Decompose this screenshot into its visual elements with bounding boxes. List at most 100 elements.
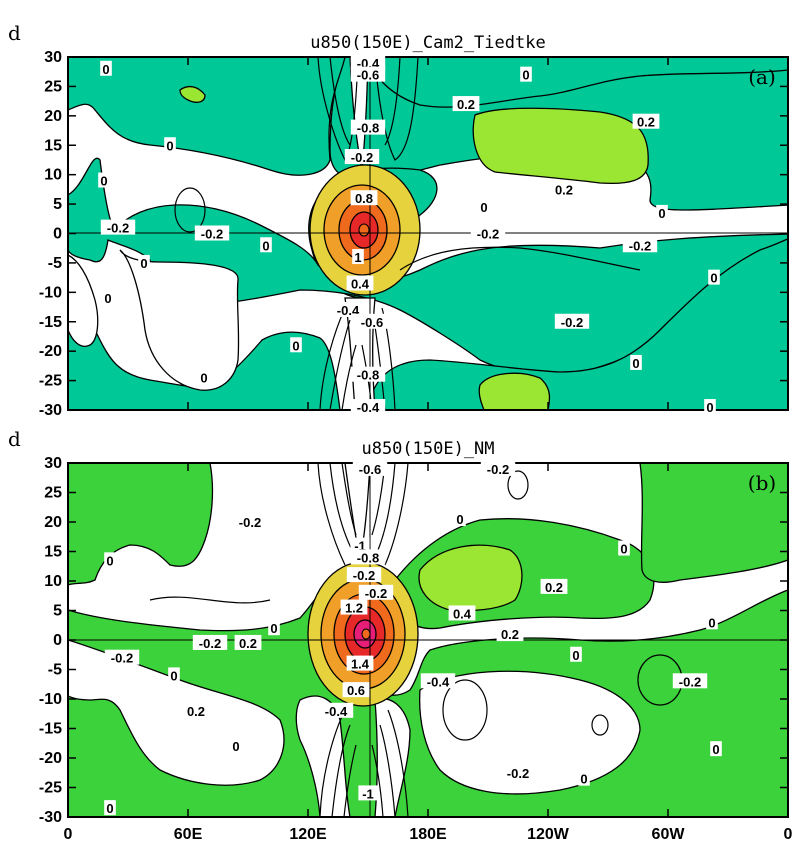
contour-label: 0	[706, 400, 713, 415]
panel-b: d u850(150E)_NM	[8, 427, 793, 843]
contour-label: -0.2	[365, 586, 387, 601]
contour-label: -0.2	[201, 227, 223, 242]
x-tick-label: 120W	[527, 826, 570, 843]
contour-label-bg	[470, 225, 506, 241]
contour-label: 0	[480, 200, 487, 215]
contour-label-bg	[350, 399, 386, 415]
panel-a-y-unit: d	[8, 21, 21, 45]
contour-label: -0.6	[359, 462, 381, 477]
y-tick-label: 10	[44, 573, 62, 590]
y-tick-label: 30	[44, 455, 62, 472]
y-tick-label: -30	[39, 809, 62, 826]
panel-b-cutout-0	[68, 639, 285, 786]
contour-label-bg	[350, 549, 386, 565]
contour-label-bg	[330, 301, 366, 317]
contour-label-bg	[350, 66, 386, 82]
contour-label-bg	[232, 514, 268, 529]
contour-label: -0.2	[679, 674, 701, 689]
contour-label: -0.8	[357, 121, 379, 136]
contour-label: 0.4	[453, 606, 472, 621]
contour-label-bg	[480, 460, 516, 476]
contour-label-bg	[260, 237, 272, 253]
contour-label-bg	[346, 275, 374, 291]
y-tick-label: 10	[44, 167, 62, 184]
x-tick-label: 0	[784, 826, 793, 843]
panel-a-label: (a)	[748, 65, 776, 89]
contour-label-bg	[100, 219, 136, 235]
y-tick-label: -5	[48, 255, 62, 272]
contour-label-bg	[656, 204, 668, 220]
contour-label: 0	[522, 68, 529, 83]
contour-label-bg	[230, 738, 242, 754]
contour-label: 0	[104, 291, 111, 306]
contour-label-bg	[234, 634, 262, 650]
contour-label-bg	[710, 741, 722, 757]
contour-label-bg	[164, 137, 176, 153]
contour-label-bg	[706, 614, 718, 630]
contour-label-bg	[478, 199, 490, 215]
panel-b-region-positive-northwest	[68, 463, 214, 586]
contour-label: 0	[232, 739, 239, 754]
contour-label: 0	[712, 742, 719, 757]
contour-label-bg	[102, 290, 114, 306]
panel-b-x-axis: 0 60E 120E 180E 120W 60W 0	[64, 463, 793, 843]
contour-label: 0	[106, 801, 113, 816]
panel-a-contour-labels: 0 -0.4-0.6 00.20.2-0.80-0.200.20.80 0-0.2 -0…	[98, 54, 720, 415]
panel-b-cutout-2	[374, 698, 411, 817]
contour-label: -0.4	[325, 704, 348, 719]
contour-label: -0.2	[107, 221, 129, 236]
contour-label-bg	[358, 785, 378, 801]
panel-b-contour-labels: -0.6 -0.2-0.2 00-1-0.80-0.20.2-0.21.2 0.400…	[104, 460, 722, 816]
y-tick-label: -30	[39, 402, 62, 419]
contour-label-bg	[346, 655, 374, 671]
contour-label-bg	[500, 764, 536, 780]
contour-label: 0	[620, 542, 627, 557]
contour-label-bg	[554, 313, 590, 329]
y-tick-label: 20	[44, 514, 62, 531]
contour-label-bg	[350, 54, 386, 70]
contour-label: 0	[102, 62, 109, 77]
y-tick-label: -20	[39, 343, 62, 360]
y-tick-label: -5	[48, 662, 62, 679]
panel-a-core-center	[358, 223, 370, 237]
contour-label-bg	[350, 119, 386, 135]
contour-label: -0.2	[111, 651, 133, 666]
contour-label-bg	[268, 620, 280, 636]
contour-label-bg	[618, 540, 630, 556]
y-tick-label: -25	[39, 373, 62, 390]
y-tick-label: -10	[39, 284, 62, 301]
contour-label-bg	[98, 172, 110, 188]
contour-label: 0	[270, 621, 277, 636]
y-tick-label: 15	[44, 544, 62, 561]
contour-label: -0.4	[357, 400, 380, 415]
contour-label: 0	[708, 615, 715, 630]
contour-label: 0.6	[347, 683, 365, 698]
contour-label-bg	[520, 66, 532, 82]
contour-label-bg	[104, 800, 116, 816]
contour-label-bg	[352, 249, 364, 265]
contour-label-bg	[318, 702, 354, 718]
contour-label: 0.2	[239, 636, 257, 651]
contour-label: 1	[354, 250, 361, 265]
panel-b-core-center	[361, 628, 371, 640]
panel-b-region-light-green	[418, 544, 523, 612]
panel-a-region-light-green-3	[478, 372, 551, 410]
y-tick-label: 25	[44, 485, 62, 502]
contour-label-bg	[168, 667, 180, 683]
contour-label-bg	[290, 337, 302, 353]
y-tick-label: 5	[53, 196, 62, 213]
contour-label: 0	[572, 648, 579, 663]
contour-label: 0.2	[545, 580, 563, 595]
y-tick-label: 30	[44, 49, 62, 66]
contour-label: -0.4	[427, 674, 450, 689]
contour-label: 0.2	[555, 182, 573, 197]
contour-label: 0	[456, 512, 463, 527]
contour-label-bg	[194, 225, 230, 241]
panel-a: d u850(150E)_Cam2_Tiedtke	[8, 21, 789, 419]
contour-label: 0	[632, 356, 639, 371]
y-tick-label: -10	[39, 691, 62, 708]
panel-b-region-positive-far-east	[639, 463, 788, 583]
y-tick-label: -20	[39, 750, 62, 767]
contour-label: 0	[200, 371, 207, 386]
contour-label-bg	[454, 511, 466, 527]
